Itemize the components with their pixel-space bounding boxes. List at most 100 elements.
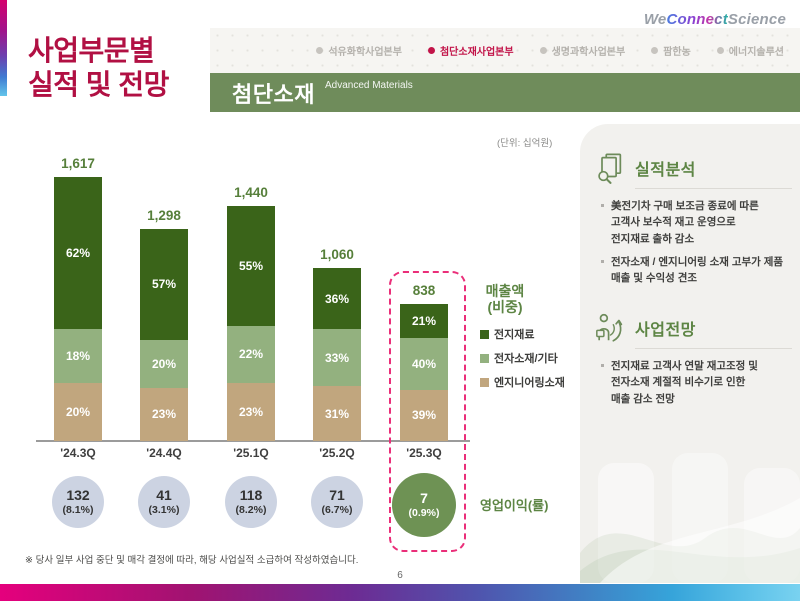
analysis-title: 실적분석 [635, 162, 696, 179]
tab-dot-icon [651, 47, 659, 54]
tab-label: 석유화학사업본부 [328, 47, 402, 58]
tab-label: 첨단소재사업본부 [439, 47, 514, 58]
legend-swatch [480, 353, 489, 363]
unit-label: (단위: 십억원) [497, 138, 553, 149]
nav-tab-4[interactable]: 팜한농 [651, 43, 691, 58]
x-axis-line [36, 440, 470, 442]
legend-title: 매출액 (비중) [474, 283, 536, 315]
bar-segment: 31% [313, 386, 361, 441]
bar-segment: 23% [140, 387, 188, 441]
bar-segment: 39% [400, 389, 448, 441]
legend-item: 엔지니어링소재 [480, 374, 565, 390]
bar-total-label: 1,060 [320, 247, 354, 262]
tab-dot-icon [316, 47, 324, 54]
tab-label: 에너지솔루션 [728, 47, 784, 58]
x-axis-label: '24.4Q [146, 446, 182, 460]
profit-rate: (3.1%) [148, 504, 180, 517]
accent-gradient-bar [0, 0, 7, 96]
legend-label: 전지재료 [494, 329, 535, 341]
tab-label: 팜한농 [663, 47, 691, 58]
page-title-line2: 실적 및 전망 [28, 69, 169, 101]
profit-value: 132 [66, 487, 90, 504]
profit-rate: (8.2%) [235, 504, 267, 517]
operating-profit-label: 영업이익(률) [480, 498, 549, 513]
page-number: 6 [397, 570, 403, 581]
tab-dot-icon [716, 47, 724, 54]
nav-tab-1[interactable]: 석유화학사업본부 [316, 43, 402, 58]
bar-segment: 33% [313, 329, 361, 387]
x-axis-label: '25.2Q [319, 446, 355, 460]
bar-segment: 20% [54, 382, 102, 441]
bullet-item: 전자소재 / 엔지니어링 소재 고부가 제품 매출 및 수익성 견조 [600, 254, 788, 287]
bar-segment: 62% [54, 177, 102, 329]
bullet-item: 美전기차 구매 보조금 종료에 따른 고객사 보수적 재고 운영으로 전지재료 … [600, 198, 788, 247]
bullet-item: 전지재료 고객사 연말 재고조정 및 전자소재 계절적 비수기로 인한 매출 감… [600, 358, 788, 407]
bar-column: 21% 40% 39% [400, 304, 448, 441]
outlook-section: 사업전망 전지재료 고객사 연말 재고조정 및 전자소재 계절적 비수기로 인한… [594, 312, 792, 414]
page-title: 사업부문별 실적 및 전망 [28, 34, 169, 102]
outlook-header: 사업전망 [594, 312, 792, 344]
highlight-box [389, 271, 466, 552]
bar-segment: 36% [313, 268, 361, 330]
bar-segment: 18% [54, 328, 102, 383]
section-header: 첨단소재 Advanced Materials [210, 73, 800, 112]
tab-dot-icon [539, 47, 547, 54]
operating-profit-circle: 7 (0.9%) [392, 473, 456, 537]
analysis-section: 실적분석 美전기차 구매 보조금 종료에 따른 고객사 보수적 재고 운영으로 … [594, 152, 792, 293]
operating-profit-circle: 118 (8.2%) [225, 476, 277, 528]
logo-connect: Connect [666, 11, 728, 28]
logo-we: We [643, 11, 667, 28]
logo: WeConnectScience [644, 11, 786, 28]
legend-label: 전자소재/기타 [494, 353, 558, 365]
insights-panel: 실적분석 美전기차 구매 보조금 종료에 따른 고객사 보수적 재고 운영으로 … [580, 124, 800, 583]
section-title: 첨단소재 [232, 81, 315, 107]
profit-value: 118 [239, 487, 263, 504]
divider [635, 188, 792, 189]
bar-total-label: 1,298 [147, 208, 181, 223]
bar-total-label: 838 [412, 283, 436, 298]
analysis-header: 실적분석 [594, 152, 792, 184]
legend-item: 전자소재/기타 [480, 350, 558, 366]
legend-title-line1: 매출액 [485, 283, 525, 299]
tab-label: 생명과학사업본부 [551, 47, 626, 58]
division-tabs: 석유화학사업본부 첨단소재사업본부 생명과학사업본부 팜한농 에너지솔루션 [210, 28, 800, 73]
bar-segment: 21% [400, 304, 448, 338]
bar-column: 57% 20% 23% [140, 229, 188, 441]
bar-column: 36% 33% 31% [313, 268, 361, 441]
bar-total-label: 1,617 [61, 156, 95, 171]
bar-segment: 57% [140, 229, 188, 340]
profit-rate: (6.7%) [321, 504, 353, 517]
report-magnifier-icon [598, 153, 622, 184]
legend-label: 엔지니어링소재 [494, 377, 565, 389]
bar-column: 55% 22% 23% [227, 206, 275, 441]
bar-total-label: 1,440 [234, 185, 268, 200]
operating-profit-circle: 71 (6.7%) [311, 476, 363, 528]
bar-column: 62% 18% 20% [54, 177, 102, 441]
nav-tab-3[interactable]: 생명과학사업본부 [539, 43, 626, 58]
legend-item: 전지재료 [480, 326, 534, 342]
bottom-gradient-bar [0, 584, 800, 601]
profit-value: 41 [156, 487, 172, 504]
x-axis-label: '25.1Q [233, 446, 269, 460]
divider [635, 348, 792, 349]
section-subtitle: Advanced Materials [324, 80, 413, 91]
operating-profit-circle: 41 (3.1%) [138, 476, 190, 528]
profit-value: 7 [420, 490, 428, 507]
bar-segment: 55% [227, 206, 275, 327]
outlook-bullet-list: 전지재료 고객사 연말 재고조정 및 전자소재 계절적 비수기로 인한 매출 감… [594, 358, 792, 407]
growth-person-icon [596, 313, 623, 342]
legend-swatch [480, 329, 489, 339]
bar-segment: 20% [140, 339, 188, 388]
nav-tab-5[interactable]: 에너지솔루션 [716, 43, 784, 58]
nav-tab-2[interactable]: 첨단소재사업본부 [427, 43, 514, 58]
bar-segment: 40% [400, 337, 448, 390]
x-axis-label: '24.3Q [60, 446, 96, 460]
profit-rate: (0.9%) [408, 507, 440, 520]
logo-science: Science [727, 11, 786, 28]
bar-segment: 23% [227, 382, 275, 441]
legend-title-line2: (비중) [487, 299, 523, 316]
x-axis-label: '25.3Q [406, 446, 442, 460]
analysis-bullet-list: 美전기차 구매 보조금 종료에 따른 고객사 보수적 재고 운영으로 전지재료 … [594, 198, 792, 286]
